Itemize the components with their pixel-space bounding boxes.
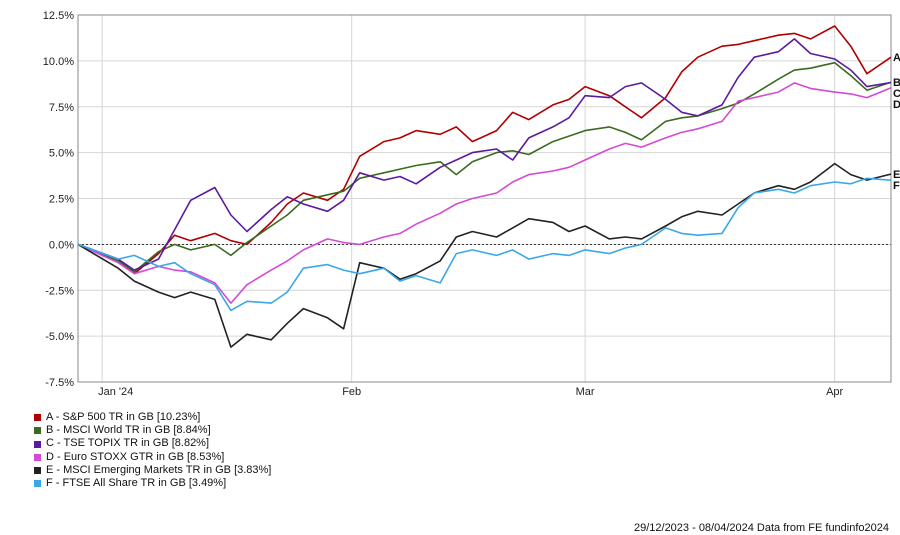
legend-label: D - Euro STOXX GTR in GB [8.53%] bbox=[46, 450, 225, 463]
series-line-c bbox=[77, 38, 892, 271]
y-tick-label: 2.5% bbox=[49, 194, 74, 206]
y-tick-label: 7.5% bbox=[49, 102, 74, 114]
y-axis-tick-labels: 12.5% 10.0% 7.5% 5.0% 2.5% 0.0% -2.5% -5.0% -7.5… bbox=[43, 10, 74, 389]
y-tick-label: -2.5% bbox=[45, 285, 74, 297]
legend-item: A - S&P 500 TR in GB [10.23%] bbox=[34, 411, 271, 424]
legend-label: F - FTSE All Share TR in GB [3.49%] bbox=[46, 477, 227, 490]
y-tick-label: 5.0% bbox=[49, 148, 74, 160]
legend-item: B - MSCI World TR in GB [8.84%] bbox=[34, 424, 271, 437]
x-tick-label: Mar bbox=[576, 386, 595, 398]
y-tick-label: -7.5% bbox=[45, 377, 74, 389]
legend-item: D - Euro STOXX GTR in GB [8.53%] bbox=[34, 451, 271, 464]
legend-item: F - FTSE All Share TR in GB [3.49%] bbox=[34, 477, 271, 490]
plot-area-frame bbox=[77, 14, 892, 383]
x-tick-label: Apr bbox=[826, 386, 843, 398]
end-label-b: B bbox=[893, 77, 900, 89]
legend-label: E - MSCI Emerging Markets TR in GB [3.83… bbox=[46, 463, 272, 476]
line-chart: 12.5% 10.0% 7.5% 5.0% 2.5% 0.0% -2.5% -5.0% -7.5… bbox=[43, 10, 900, 398]
series-line-b bbox=[77, 61, 892, 273]
y-tick-label: 0.0% bbox=[49, 239, 74, 251]
series-end-labels: A BCD EF bbox=[893, 52, 900, 192]
y-tick-label: -5.0% bbox=[45, 331, 74, 343]
series-line-a bbox=[77, 25, 892, 275]
legend-swatch bbox=[34, 414, 41, 422]
end-label-a: A bbox=[893, 52, 900, 64]
legend: A - S&P 500 TR in GB [10.23%] B - MSCI Wo… bbox=[34, 411, 271, 490]
legend-item: E - MSCI Emerging Markets TR in GB [3.83… bbox=[34, 464, 271, 477]
x-axis-tick-labels: Jan '24 Feb Mar Apr bbox=[98, 386, 843, 398]
x-tick-label: Feb bbox=[342, 386, 361, 398]
legend-label: A - S&P 500 TR in GB [10.23%] bbox=[46, 411, 201, 423]
x-tick-label: Jan '24 bbox=[98, 386, 133, 398]
end-label-e: E bbox=[893, 169, 900, 181]
legend-label: C - TSE TOPIX TR in GB [8.82%] bbox=[46, 437, 210, 450]
grid-lines bbox=[78, 14, 891, 383]
legend-swatch bbox=[34, 453, 41, 461]
y-tick-label: 12.5% bbox=[43, 10, 74, 22]
date-range-footer: 29/12/2023 - 08/04/2024 Data from FE fun… bbox=[633, 522, 889, 534]
series-lines bbox=[77, 25, 892, 348]
end-label-c: C bbox=[893, 88, 900, 100]
legend-swatch bbox=[34, 466, 41, 474]
series-line-d bbox=[77, 82, 892, 304]
legend-swatch bbox=[34, 480, 41, 488]
end-label-f: F bbox=[893, 180, 900, 192]
legend-swatch bbox=[34, 427, 41, 435]
legend-label: B - MSCI World TR in GB [8.84%] bbox=[46, 424, 211, 437]
end-label-d: D bbox=[893, 99, 900, 111]
legend-swatch bbox=[34, 440, 41, 448]
y-tick-label: 10.0% bbox=[43, 56, 74, 68]
series-line-f bbox=[77, 177, 892, 312]
legend-item: C - TSE TOPIX TR in GB [8.82%] bbox=[34, 437, 271, 450]
